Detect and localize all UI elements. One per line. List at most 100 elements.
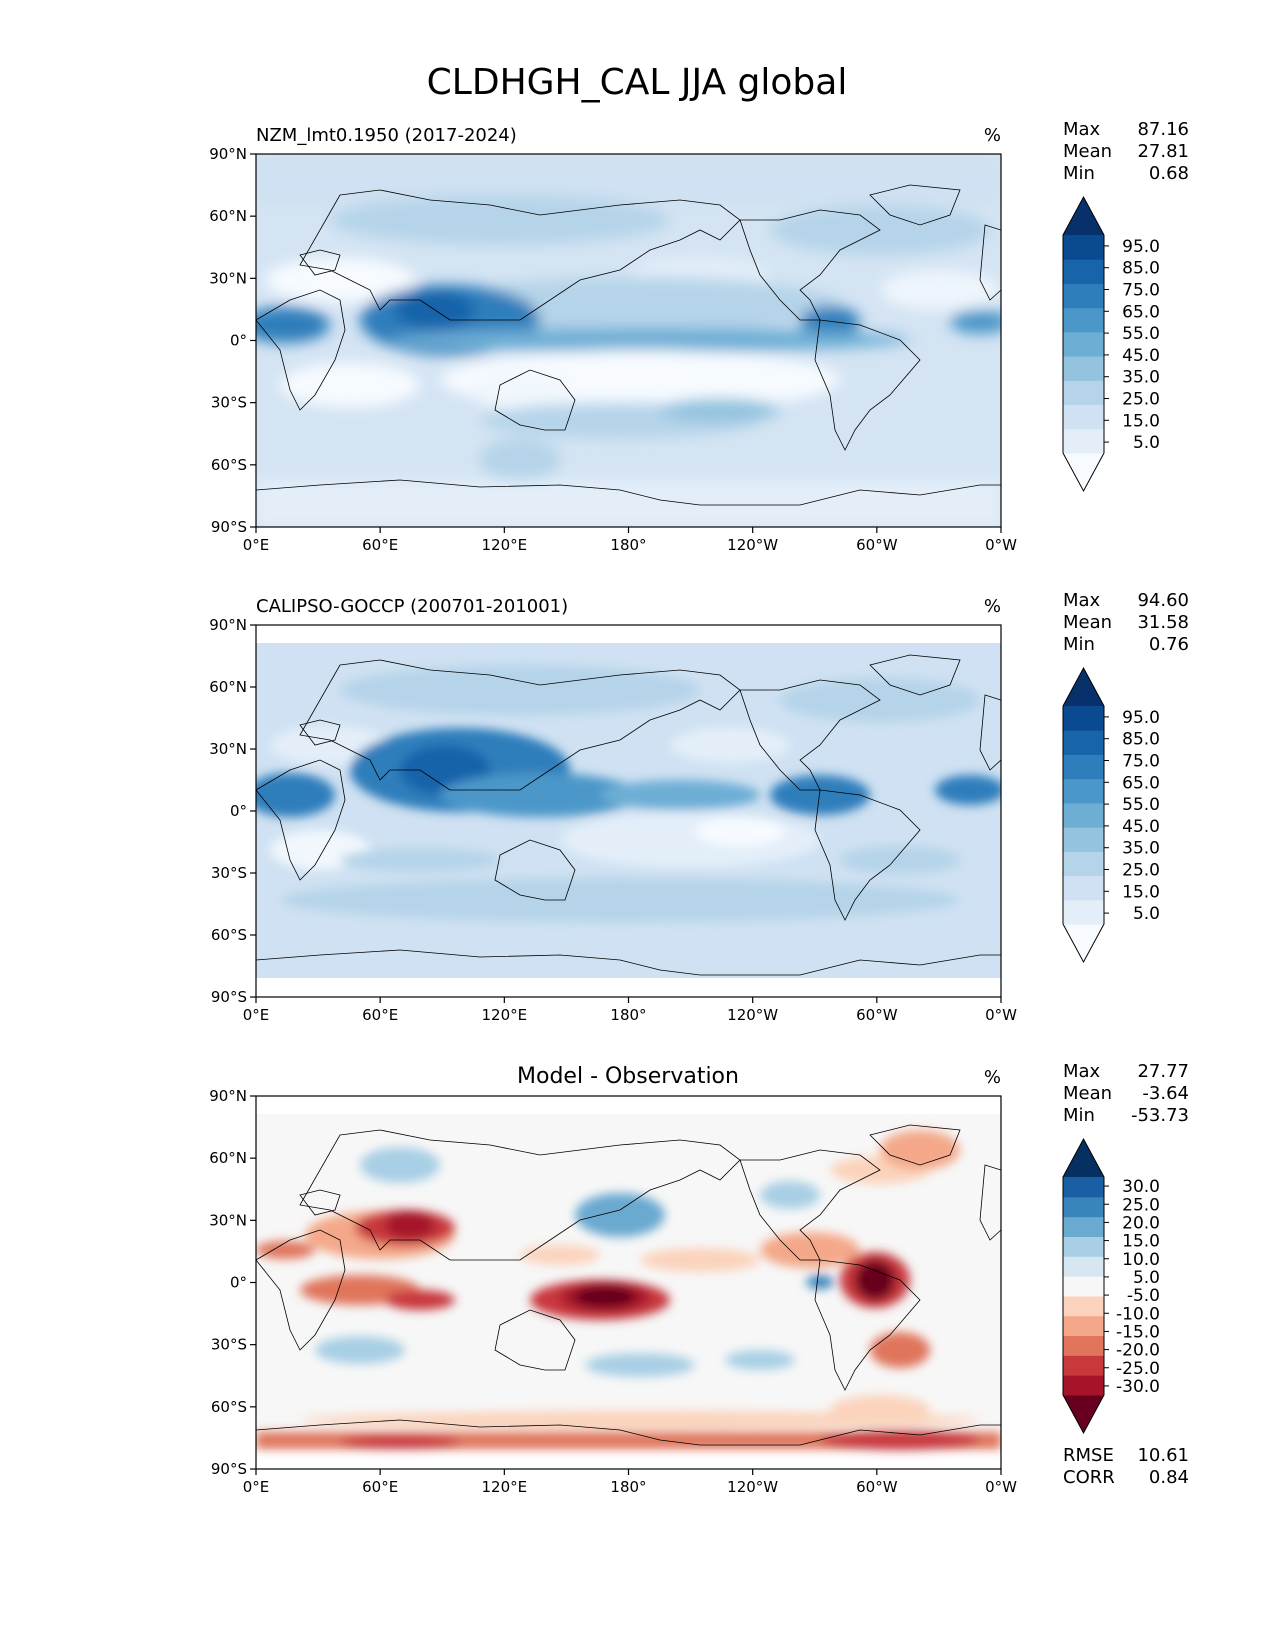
colorbar-label: 5.0 <box>1133 1268 1160 1288</box>
colorbar-segment <box>1063 827 1104 852</box>
lon-tick-label: 60°W <box>856 1478 898 1496</box>
lon-ticks-observation: 0°E 60°E 120°E 180° 120°W 60°W 0°W <box>243 997 1017 1024</box>
stats-min-label: Min <box>1063 634 1095 655</box>
lat-ticks-observation: 90°N 60°N 30°N 0° 30°S 60°S 90°S <box>209 616 256 1006</box>
lon-tick-label: 120°W <box>727 1478 778 1496</box>
lat-tick-label: 30°N <box>209 1211 247 1229</box>
coastlines-observation <box>256 654 1001 976</box>
lat-tick-label: 30°N <box>209 740 247 758</box>
colorbar-segment <box>1063 1236 1104 1257</box>
panel-title-difference: Model - Observation <box>517 1064 739 1089</box>
lat-tick-label: 90°N <box>209 1087 247 1105</box>
panel-observation: 90°N 60°N 30°N 0° 30°S 60°S 90°S 0°E 60°E 120°E 1… <box>209 590 1189 1024</box>
colorbar-label: 25.0 <box>1122 1195 1160 1215</box>
stats-mean-value: 27.81 <box>1137 141 1189 162</box>
colorbar-label: 65.0 <box>1122 773 1160 793</box>
lat-tick-label: 30°N <box>209 269 247 287</box>
lat-tick-label: 30°S <box>211 864 247 882</box>
lon-tick-label: 60°W <box>856 1006 898 1024</box>
lon-tick-label: 0°W <box>985 536 1017 554</box>
colorbar-label: -30.0 <box>1116 1377 1160 1397</box>
colorbar-label: 45.0 <box>1122 346 1160 366</box>
colorbar-segment <box>1063 331 1104 357</box>
lat-ticks-model: 90°N 60°N 30°N 0° 30°S 60°S 90°S <box>209 145 256 536</box>
panel-difference: 90°N 60°N 30°N 0° 30°S 60°S 90°S 0°E 60°E 120°E 1… <box>209 1061 1189 1496</box>
units-label-difference: % <box>984 1067 1001 1088</box>
panel-model: 90°N 60°N 30°N 0° 30°S 60°S 90°S 0°E 60°E 120°E 1… <box>209 119 1189 554</box>
stats-model: Max 87.16 Mean 27.81 Min 0.68 <box>1063 119 1189 184</box>
colorbar-label: -5.0 <box>1127 1286 1160 1306</box>
lon-tick-label: 0°E <box>243 536 270 554</box>
lon-tick-label: 120°E <box>482 536 528 554</box>
units-label-observation: % <box>984 596 1001 617</box>
colorbar-label: 25.0 <box>1122 390 1160 410</box>
colorbar-label: 30.0 <box>1122 1177 1160 1197</box>
colorbar-label: 10.0 <box>1122 1250 1160 1270</box>
coastlines-model <box>256 184 1001 506</box>
lon-tick-label: 0°E <box>243 1006 270 1024</box>
lon-tick-label: 120°E <box>482 1006 528 1024</box>
stats-mean-label: Mean <box>1063 1083 1112 1104</box>
colorbar-label: 85.0 <box>1122 259 1160 279</box>
lon-tick-label: 120°E <box>482 1478 528 1496</box>
panel-title-model: NZM_lmt0.1950 (2017-2024) <box>256 125 517 146</box>
colorbar-segment <box>1063 875 1104 901</box>
colorbar-segment <box>1063 404 1104 430</box>
lat-tick-label: 90°N <box>209 616 247 634</box>
colorbar-extend-low <box>1063 924 1104 962</box>
lon-tick-label: 60°E <box>362 536 398 554</box>
lat-tick-label: 30°S <box>211 394 247 412</box>
lat-tick-label: 90°N <box>209 145 247 163</box>
colorbar-label: 55.0 <box>1122 795 1160 815</box>
map-field-observation <box>256 625 1001 997</box>
lon-tick-label: 120°W <box>727 536 778 554</box>
colorbar-extend-high <box>1063 668 1104 706</box>
colorbar-label: -10.0 <box>1116 1304 1160 1324</box>
colorbar-label: 45.0 <box>1122 817 1160 837</box>
panel-title-observation: CALIPSO-GOCCP (200701-201001) <box>256 596 568 617</box>
stats-min-value: 0.68 <box>1149 163 1189 184</box>
colorbar-segment <box>1063 1375 1104 1396</box>
lon-tick-label: 0°E <box>243 1478 270 1496</box>
colorbar-outline <box>1062 666 1105 964</box>
stats-min-value: 0.76 <box>1149 634 1189 655</box>
colorbar-segment <box>1063 706 1104 731</box>
colorbar-segment <box>1063 1355 1104 1376</box>
lat-tick-label: 90°S <box>211 1460 247 1478</box>
colorbar-label: -20.0 <box>1116 1341 1160 1361</box>
colorbar-label: 55.0 <box>1122 324 1160 344</box>
lat-tick-label: 60°S <box>211 926 247 944</box>
colorbar-extend-high <box>1063 1139 1104 1177</box>
stats-max-label: Max <box>1063 590 1101 611</box>
stats-min-value: -53.73 <box>1131 1105 1189 1126</box>
colorbar-label: 20.0 <box>1122 1213 1160 1233</box>
colorbar-label: 15.0 <box>1122 411 1160 431</box>
lon-tick-label: 60°E <box>362 1006 398 1024</box>
colorbar-segment <box>1063 259 1104 284</box>
colorbar-segment <box>1063 1216 1104 1237</box>
colorbar-label: 75.0 <box>1122 752 1160 772</box>
corr-value: 0.84 <box>1149 1467 1189 1488</box>
stats-max-value: 94.60 <box>1137 590 1189 611</box>
colorbar-label: 15.0 <box>1122 882 1160 902</box>
colorbar-label: 65.0 <box>1122 302 1160 322</box>
lat-tick-label: 0° <box>230 802 247 820</box>
colorbar-segment <box>1063 283 1104 309</box>
lon-tick-label: 180° <box>610 536 646 554</box>
lon-tick-label: 180° <box>610 1006 646 1024</box>
lat-ticks-difference: 90°N 60°N 30°N 0° 30°S 60°S 90°S <box>209 1087 256 1478</box>
colorbar-segment <box>1063 1196 1104 1218</box>
stats-max-value: 27.77 <box>1137 1061 1189 1082</box>
colorbar-segment <box>1063 1276 1104 1297</box>
stats-difference: Max 27.77 Mean -3.64 Min -53.73 <box>1063 1061 1189 1126</box>
coastlines-difference <box>256 1124 1001 1446</box>
stats-min-label: Min <box>1063 1105 1095 1126</box>
colorbar-segment <box>1063 1177 1104 1198</box>
colorbar-segment <box>1063 1335 1104 1356</box>
colorbar-label: 25.0 <box>1122 861 1160 881</box>
colorbar-segment <box>1063 307 1104 333</box>
figure-title: CLDHGH_CAL JJA global <box>427 62 848 103</box>
map-field-difference <box>256 1096 1001 1469</box>
colorbar-label: 5.0 <box>1133 433 1160 453</box>
stats-max-label: Max <box>1063 1061 1101 1082</box>
